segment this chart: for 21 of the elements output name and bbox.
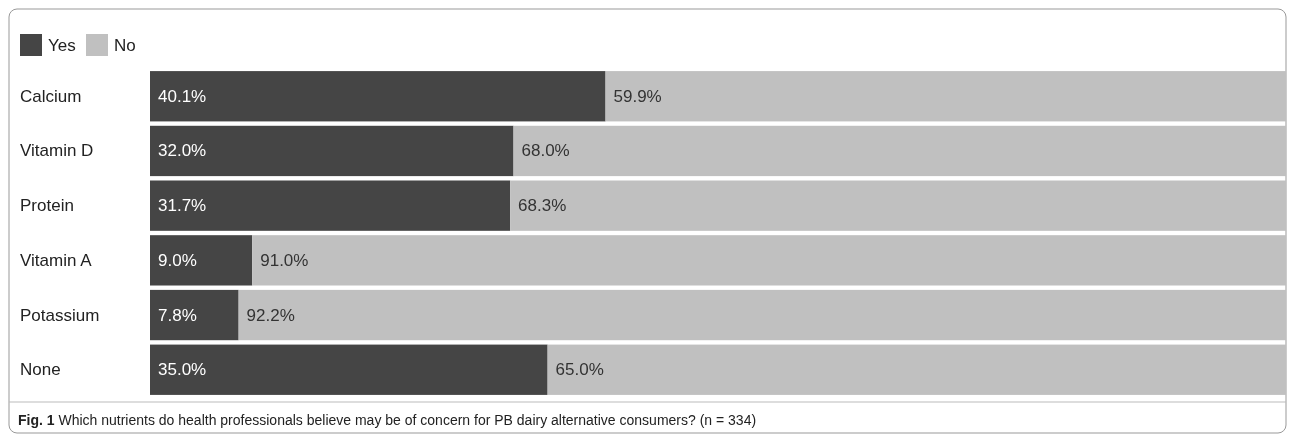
- data-label: 35.0%: [158, 360, 207, 380]
- data-label: 59.9%: [613, 86, 662, 106]
- y-tick-label: None: [20, 360, 61, 380]
- data-label: 7.8%: [158, 305, 197, 325]
- y-tick-label: Calcium: [20, 86, 82, 106]
- caption: Fig. 1 Which nutrients do health professionals believe may be of concern for PB dairy alternative consumers? (n = 334): [18, 412, 757, 428]
- data-label: 40.1%: [158, 86, 207, 106]
- legend-label: Yes: [48, 35, 76, 55]
- data-label: 31.7%: [158, 196, 207, 216]
- data-label: 9.0%: [158, 250, 197, 270]
- data-label: 32.0%: [158, 141, 207, 161]
- legend-label: No: [114, 35, 136, 55]
- data-label: 68.3%: [518, 196, 567, 216]
- y-tick-label: Protein: [20, 196, 74, 216]
- data-label: 91.0%: [260, 250, 309, 270]
- data-label: 65.0%: [555, 360, 604, 380]
- y-tick-label: Vitamin D: [20, 141, 94, 161]
- y-tick-label: Vitamin A: [20, 250, 93, 270]
- data-label: 68.0%: [521, 141, 570, 161]
- data-label: 92.2%: [246, 305, 295, 325]
- y-tick-label: Potassium: [20, 305, 100, 325]
